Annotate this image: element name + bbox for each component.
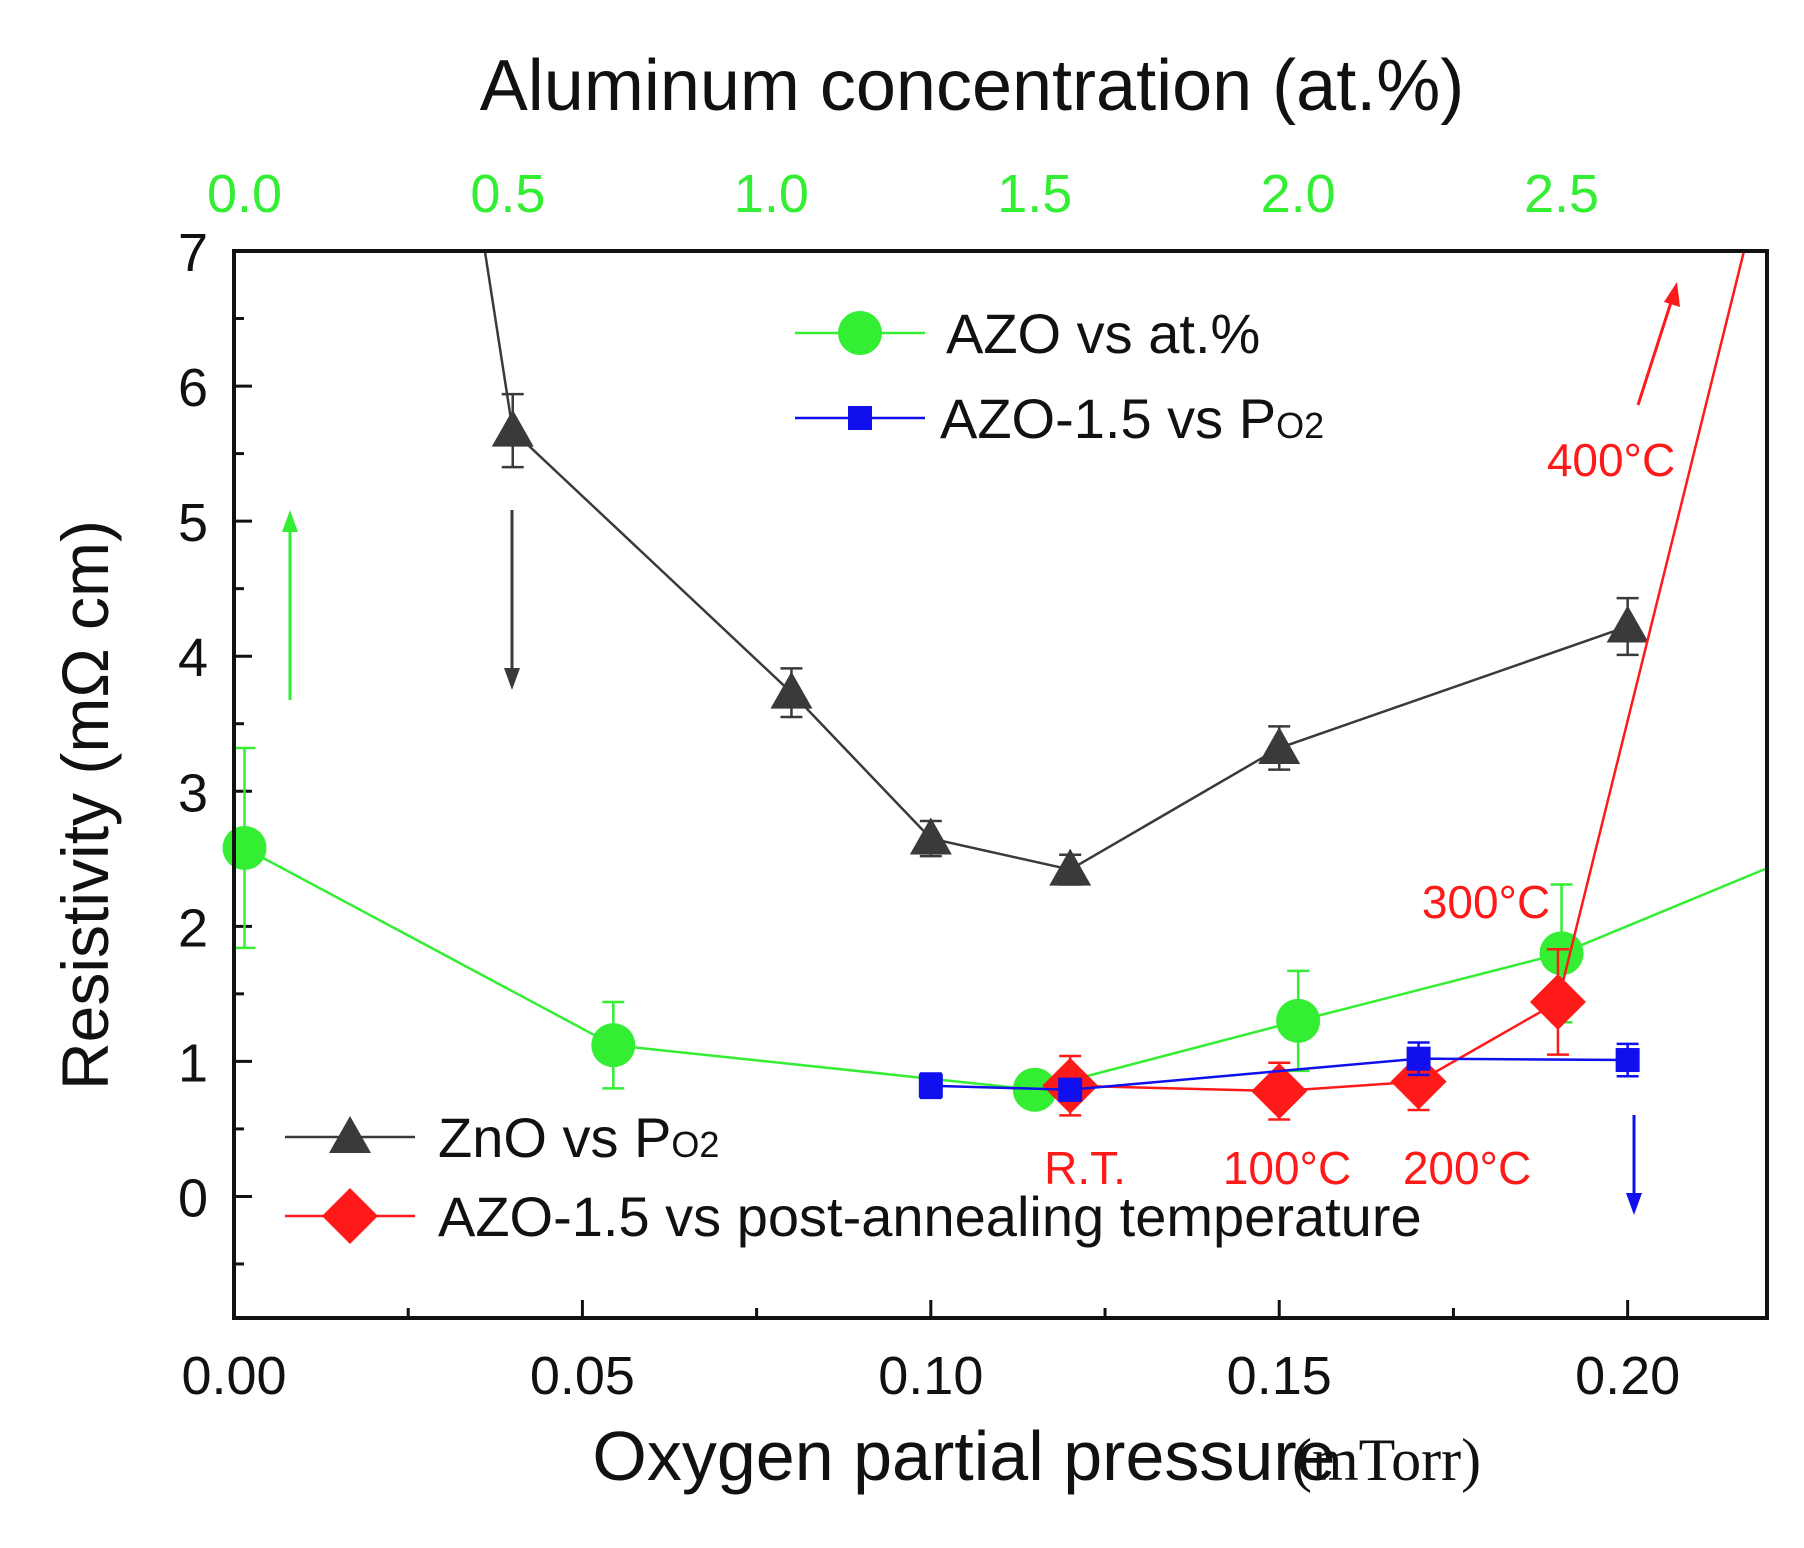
legends: AZO vs at.% AZO-1.5 vs PO2 ZnO vs PO2 AZO-1… xyxy=(285,302,1422,1248)
legend-label-subscript: O2 xyxy=(671,1124,719,1165)
triangle-marker xyxy=(1606,605,1649,643)
series-triangle xyxy=(483,250,1649,886)
triangle-marker xyxy=(1049,848,1092,886)
annealing-temp-label: 300°C xyxy=(1422,876,1550,928)
black-axis-arrow xyxy=(504,510,520,690)
plot-frame xyxy=(232,249,1769,1320)
diamond-marker xyxy=(1251,1063,1308,1120)
triangle-marker xyxy=(329,1116,371,1153)
y-tick-label: 5 xyxy=(178,493,208,553)
x-axis-ticks: 0.00 0.05 0.10 0.15 0.20 xyxy=(181,1300,1680,1406)
plot-area xyxy=(222,250,1768,1121)
circle-marker xyxy=(1276,998,1321,1043)
circle-marker xyxy=(1539,931,1584,976)
y-axis-ticks: 0 1 2 3 4 5 6 7 xyxy=(178,223,252,1266)
y-tick-label: 0 xyxy=(178,1168,208,1228)
legend-label: AZO vs at.% xyxy=(946,302,1260,365)
series-square xyxy=(918,1041,1640,1102)
series-diamond xyxy=(1042,250,1746,1121)
square-marker xyxy=(1615,1048,1640,1073)
triangle-marker xyxy=(770,671,813,709)
legend-azo-anneal: AZO-1.5 vs post-annealing temperature xyxy=(285,1185,1422,1248)
legend-azo-po2: AZO-1.5 vs PO2 xyxy=(795,387,1324,450)
x-tick-label: 0.00 xyxy=(181,1346,286,1406)
series-line xyxy=(243,846,1768,1092)
legend-label-subscript: O2 xyxy=(1276,405,1324,446)
legend-zno: ZnO vs PO2 xyxy=(285,1106,719,1169)
diamond-marker xyxy=(1529,973,1586,1030)
y-tick-label: 4 xyxy=(178,628,208,688)
y-tick-label: 1 xyxy=(178,1033,208,1093)
x-tick-label: 0.05 xyxy=(530,1346,635,1406)
series-line xyxy=(930,1057,1628,1091)
top-tick-label: 0.0 xyxy=(207,164,282,224)
annotations: R.T. 100°C 200°C 300°C 400°C xyxy=(282,282,1680,1215)
x-axis-title: Oxygen partial pressure xyxy=(592,1417,1335,1495)
x-tick-label: 0.10 xyxy=(878,1346,983,1406)
series-circle xyxy=(222,746,1768,1112)
arrow-shaft xyxy=(1636,295,1675,406)
diamond-marker xyxy=(322,1188,378,1244)
circle-marker xyxy=(222,825,267,870)
legend-label: ZnO vs PO2 xyxy=(438,1106,719,1169)
legend-label: AZO-1.5 vs PO2 xyxy=(940,387,1324,450)
y-tick-label: 6 xyxy=(178,358,208,418)
square-marker xyxy=(848,406,872,430)
top-axis-ticks: 0.0 0.5 1.0 1.5 2.0 2.5 xyxy=(207,164,1599,224)
y-tick-label: 3 xyxy=(178,763,208,823)
y-tick-label: 7 xyxy=(178,223,208,283)
circle-marker xyxy=(838,311,882,355)
top-tick-label: 2.5 xyxy=(1524,164,1599,224)
annealing-temp-label: 400°C xyxy=(1547,434,1675,486)
diamond-marker xyxy=(1390,1053,1447,1110)
triangle-marker xyxy=(909,817,952,855)
green-axis-arrow xyxy=(282,510,298,700)
legend-label: AZO-1.5 vs post-annealing temperature xyxy=(438,1185,1422,1248)
annealing-temp-label: R.T. xyxy=(1044,1142,1126,1194)
triangle-marker xyxy=(491,409,534,447)
x-axis-unit: (mTorr) xyxy=(1292,1427,1481,1493)
square-marker xyxy=(918,1073,943,1098)
red-offchart-arrow xyxy=(1636,282,1680,406)
series-line xyxy=(1070,250,1746,1093)
blue-axis-arrow xyxy=(1626,1115,1642,1215)
arrow-head xyxy=(1664,282,1680,307)
arrow-head xyxy=(504,668,520,690)
top-tick-label: 1.5 xyxy=(997,164,1072,224)
annealing-temp-label: 200°C xyxy=(1403,1142,1531,1194)
square-marker xyxy=(1406,1046,1431,1071)
y-tick-label: 2 xyxy=(178,898,208,958)
legend-azo-at: AZO vs at.% xyxy=(795,302,1260,365)
top-tick-label: 1.0 xyxy=(734,164,809,224)
annealing-temp-label: 100°C xyxy=(1223,1142,1351,1194)
x-tick-label: 0.15 xyxy=(1227,1346,1332,1406)
y-axis-title: Resistivity (mΩ cm) xyxy=(48,520,122,1090)
x-tick-label: 0.20 xyxy=(1575,1346,1680,1406)
arrow-head xyxy=(282,510,298,532)
triangle-marker xyxy=(1258,727,1301,765)
arrow-head xyxy=(1626,1193,1642,1215)
circle-marker xyxy=(591,1023,636,1068)
top-axis-title: Aluminum concentration (at.%) xyxy=(480,46,1464,126)
top-tick-label: 2.0 xyxy=(1261,164,1336,224)
square-marker xyxy=(1058,1077,1083,1102)
top-tick-label: 0.5 xyxy=(470,164,545,224)
